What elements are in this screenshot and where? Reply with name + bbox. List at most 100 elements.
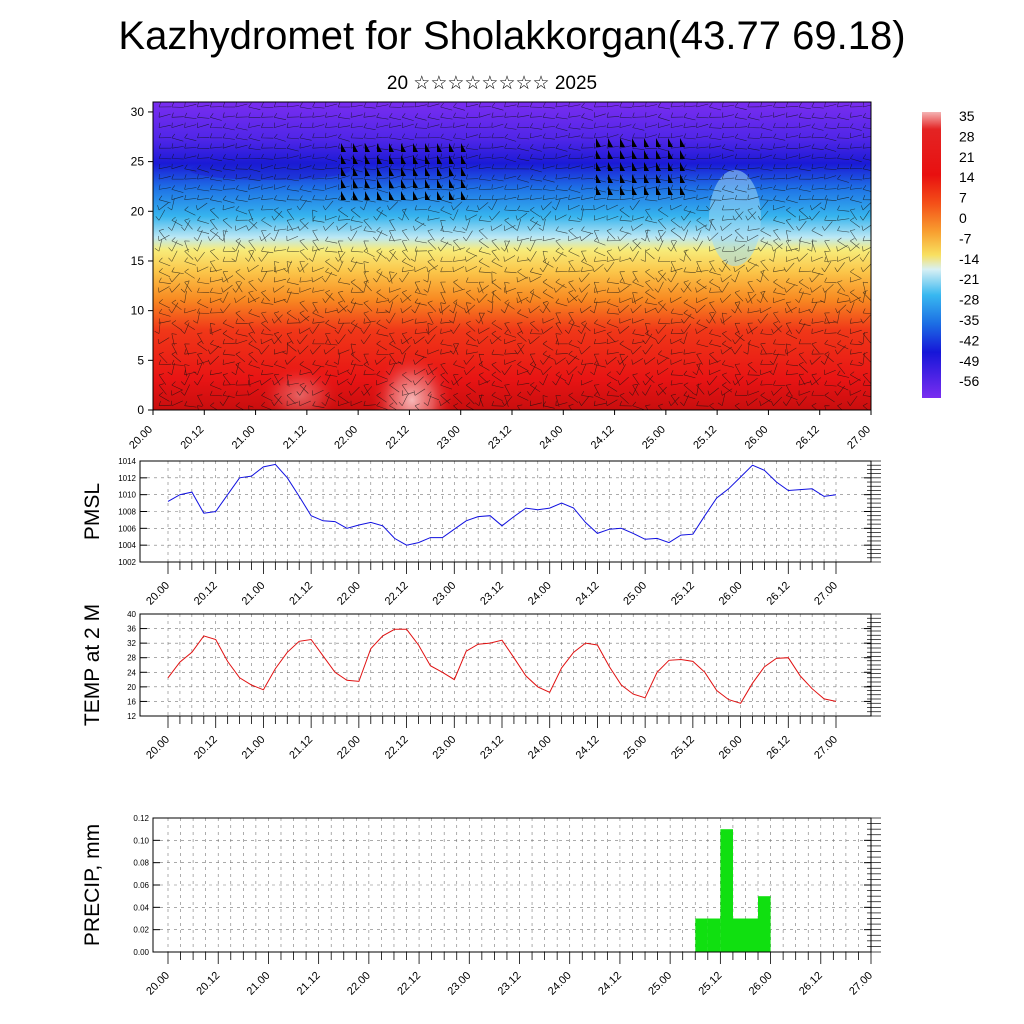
x-tick-label: 24.12: [589, 424, 617, 452]
colorbar-label: 28: [959, 128, 975, 144]
y-axis-label: PMSL: [81, 483, 104, 540]
y-tick-label: 36: [127, 625, 136, 634]
y-tick-label: 20: [131, 204, 145, 218]
x-tick-label: 25.12: [697, 970, 725, 998]
precip-bar: [695, 918, 708, 952]
colorbar-label: 21: [959, 149, 975, 165]
y-tick-label: 0.08: [133, 859, 149, 868]
y-tick-label: 1006: [118, 524, 136, 533]
precip-bar: [758, 896, 771, 952]
colorbar-label: -42: [959, 332, 979, 348]
precip-bar: [732, 918, 746, 952]
x-tick-label: 20.00: [144, 970, 172, 998]
x-tick-label: 20.00: [144, 734, 172, 762]
grid: [153, 818, 871, 952]
y-tick-label: 32: [127, 639, 136, 648]
y-tick-label: 28: [127, 654, 136, 663]
x-tick-label: 20.00: [144, 580, 172, 608]
y-tick-label: 1010: [118, 491, 136, 500]
x-tick-label: 20.12: [194, 970, 222, 998]
x-tick-label: 21.00: [245, 970, 273, 998]
y-tick-label: 0.00: [133, 948, 149, 957]
y-tick-label: 0.02: [133, 926, 149, 935]
colorbar-label: -28: [959, 292, 979, 308]
x-tick-label: 26.00: [717, 580, 745, 608]
wind-barbs: [154, 102, 871, 410]
panel-frame: [139, 613, 872, 717]
colorbar-label: -56: [959, 373, 979, 389]
x-tick-label: 24.00: [526, 734, 554, 762]
x-tick-label: 23.00: [430, 734, 458, 762]
x-tick-label: 22.12: [383, 580, 411, 608]
x-tick-label: 26.00: [743, 424, 771, 452]
colorbar-label: -49: [959, 353, 979, 369]
x-tick-label: 23.12: [486, 424, 514, 452]
x-tick-label: 22.12: [383, 734, 411, 762]
x-tick-label: 25.00: [621, 734, 649, 762]
x-tick-label: 21.00: [240, 734, 268, 762]
x-tick-label: 24.12: [596, 970, 624, 998]
precip-bar: [745, 918, 759, 952]
y-axis-label: TEMP at 2 M: [81, 604, 104, 726]
colorbar-label: -35: [959, 312, 979, 328]
y-tick-label: 16: [127, 697, 136, 706]
colorbar-label: -14: [959, 251, 979, 267]
x-tick-label: 27.00: [812, 734, 840, 762]
jet-core: [190, 160, 350, 180]
x-tick-label: 22.12: [395, 970, 423, 998]
colorbar-label: 0: [959, 210, 967, 226]
colorbar-label: -7: [959, 230, 972, 246]
chart-title: Kazhydromet for Sholakkorgan(43.77 69.18…: [118, 14, 906, 58]
x-tick-label: 25.00: [646, 970, 674, 998]
colorbar-label: -21: [959, 271, 979, 287]
y-tick-label: 5: [137, 353, 144, 367]
x-tick-label: 20.12: [192, 580, 220, 608]
x-tick-label: 21.12: [295, 970, 323, 998]
x-tick-label: 25.12: [669, 580, 697, 608]
series-line: [167, 463, 837, 546]
x-tick-label: 25.12: [669, 734, 697, 762]
x-tick-label: 26.12: [797, 970, 825, 998]
x-tick-label: 21.12: [287, 734, 315, 762]
cross-section-plot: [153, 102, 871, 410]
x-tick-label: 23.12: [478, 734, 506, 762]
y-tick-label: 30: [131, 105, 145, 119]
y-tick-label: 1014: [118, 457, 136, 466]
x-tick-label: 26.00: [747, 970, 775, 998]
colorbar: [922, 112, 941, 398]
colorbar-label: 35: [959, 108, 975, 124]
y-tick-label: 12: [127, 712, 136, 721]
x-tick-label: 27.00: [812, 580, 840, 608]
x-tick-label: 24.00: [526, 580, 554, 608]
x-tick-label: 20.12: [192, 734, 220, 762]
x-tick-label: 21.12: [281, 424, 309, 452]
grid: [140, 614, 871, 716]
cross-section-fill: [153, 102, 871, 410]
y-tick-label: 40: [127, 610, 136, 619]
x-tick-label: 22.00: [345, 970, 373, 998]
y-tick-label: 1012: [118, 474, 136, 483]
cold-spot: [709, 170, 761, 266]
x-tick-label: 23.00: [445, 970, 473, 998]
x-tick-label: 20.12: [178, 424, 206, 452]
x-tick-label: 24.12: [574, 734, 602, 762]
hot-spot: [370, 352, 454, 410]
y-tick-label: 0.04: [133, 903, 149, 912]
wind-pennants: [341, 138, 685, 200]
y-tick-label: 20: [127, 683, 136, 692]
series-line: [167, 628, 837, 704]
x-tick-label: 21.00: [240, 580, 268, 608]
chart-subtitle: 20 ☆☆☆☆☆☆☆☆ 2025: [386, 73, 598, 94]
x-tick-label: 23.00: [435, 424, 463, 452]
grid: [140, 461, 871, 562]
x-tick-label: 23.00: [430, 580, 458, 608]
hot-spot: [260, 365, 340, 410]
x-tick-label: 27.00: [847, 970, 875, 998]
x-tick-label: 24.00: [546, 970, 574, 998]
y-axis-label: PRECIP, mm: [81, 824, 104, 946]
x-tick-label: 25.12: [691, 424, 719, 452]
y-tick-label: 0.10: [133, 836, 149, 845]
x-tick-label: 24.12: [574, 580, 602, 608]
x-tick-label: 26.12: [764, 734, 792, 762]
